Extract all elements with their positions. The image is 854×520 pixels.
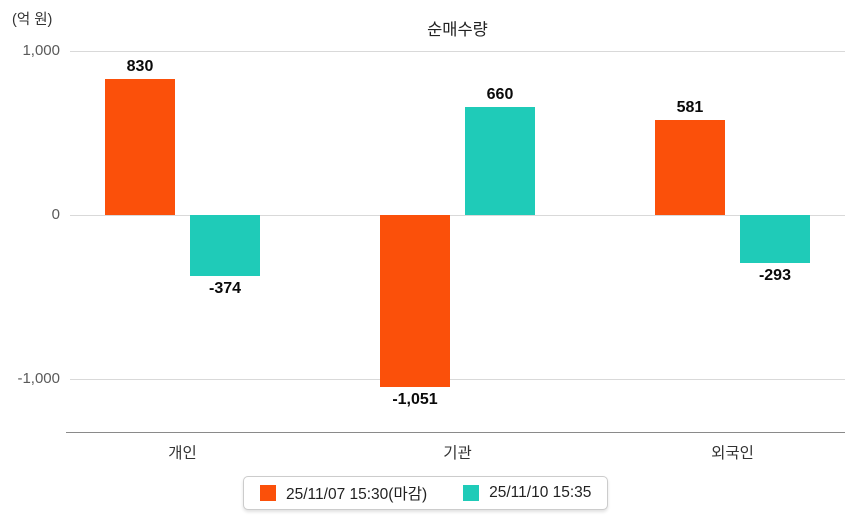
y-tick-label: -1,000 <box>17 370 60 387</box>
category-label: 개인 <box>168 445 197 462</box>
legend-item-series2: 25/11/10 15:35 <box>463 484 591 502</box>
gridline--1000 <box>70 379 845 380</box>
bar <box>465 106 535 215</box>
y-tick-label: 0 <box>51 206 60 223</box>
value-label: 830 <box>126 57 154 75</box>
bar <box>739 215 810 264</box>
y-axis-unit-label: (억 원) <box>12 12 53 28</box>
value-label: -1,051 <box>392 391 438 409</box>
value-label: 581 <box>676 98 704 116</box>
gridline-0 <box>70 215 845 216</box>
value-label: -374 <box>209 280 242 298</box>
gridline-1000 <box>70 51 845 52</box>
legend-label-series2: 25/11/10 15:35 <box>489 484 592 501</box>
bar <box>105 78 176 215</box>
legend-label-series1: 25/11/07 15:30(마감) <box>286 486 428 503</box>
bar <box>380 215 450 388</box>
legend-swatch-series2 <box>463 485 480 501</box>
value-label: 660 <box>486 85 514 103</box>
category-label: 외국인 <box>711 445 754 462</box>
legend-item-series1: 25/11/07 15:30(마감) <box>260 482 427 504</box>
chart-title: 순매수량 <box>427 21 488 39</box>
legend: 25/11/07 15:30(마감) 25/11/10 15:35 <box>243 476 609 510</box>
bar <box>654 119 725 215</box>
value-label: -293 <box>758 267 791 285</box>
bar <box>190 215 261 277</box>
category-label: 기관 <box>443 445 472 462</box>
y-tick-label: 1,000 <box>22 42 60 59</box>
legend-swatch-series1 <box>260 485 276 501</box>
x-axis-line <box>66 432 845 433</box>
